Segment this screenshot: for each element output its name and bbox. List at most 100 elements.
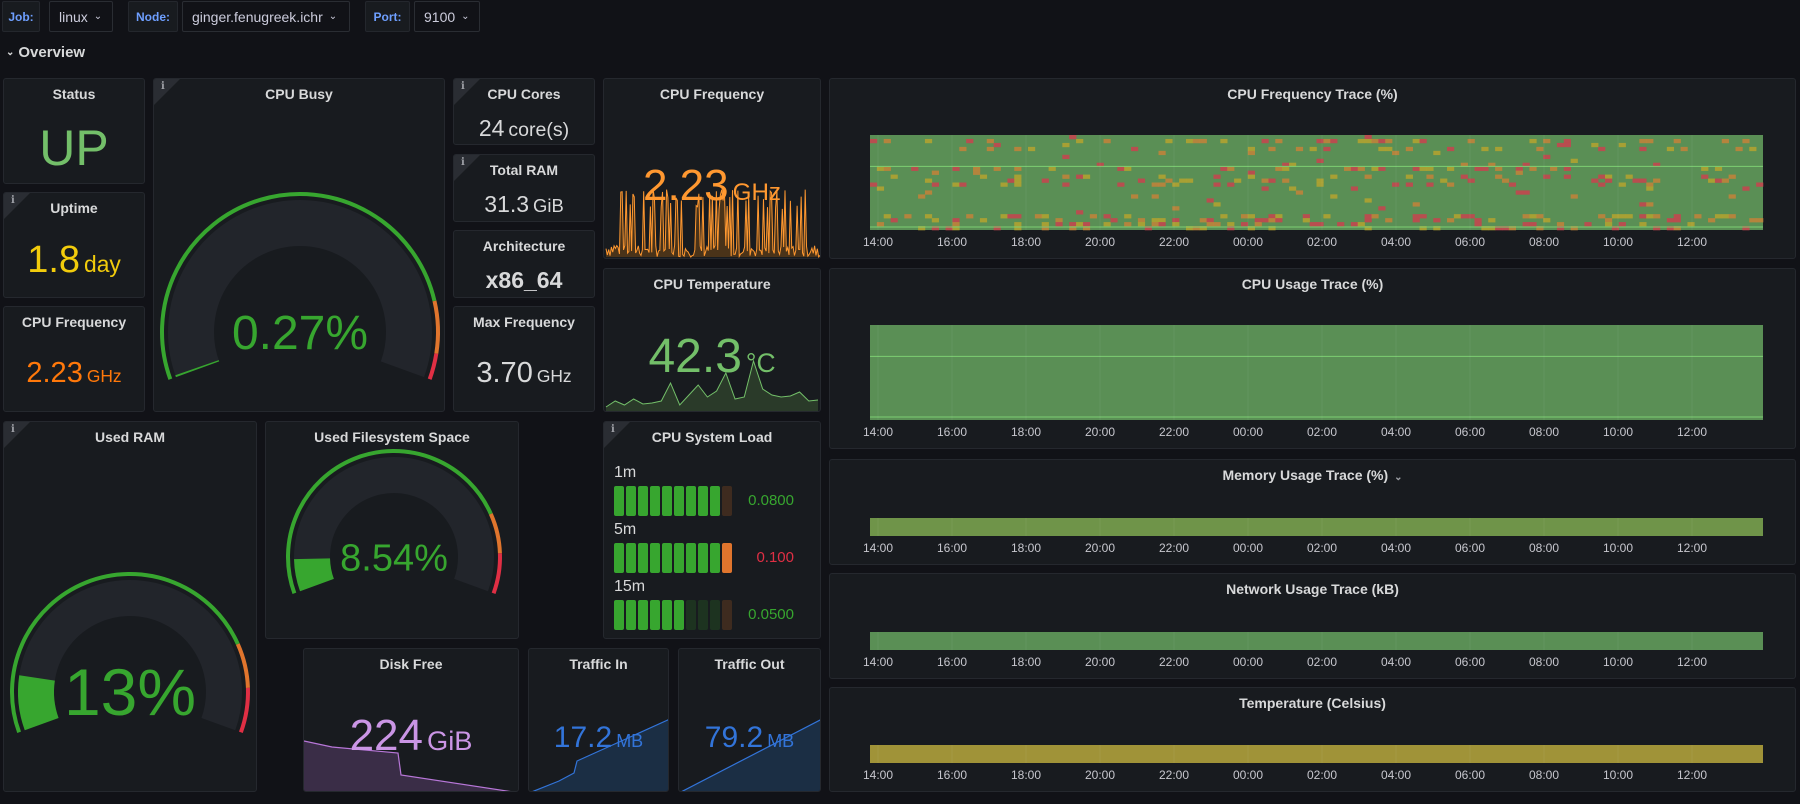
heatmap-cell <box>1227 226 1235 231</box>
info-icon[interactable]: i <box>11 195 15 206</box>
heatmap-cell <box>1639 214 1647 219</box>
load-segment <box>710 543 720 573</box>
heatmap-cell <box>890 218 898 223</box>
heatmap-cell <box>1227 166 1235 171</box>
heatmap-cell <box>1158 182 1166 187</box>
heatmap-cell <box>1007 214 1015 219</box>
heatmap-cell <box>1756 218 1764 223</box>
info-icon[interactable]: i <box>11 424 15 435</box>
info-corner <box>154 79 180 105</box>
heatmap-cell <box>1014 174 1022 179</box>
heatmap-cell <box>1405 146 1413 152</box>
heatmap-cell <box>1220 166 1228 171</box>
x-tick-label: 04:00 <box>1381 541 1411 555</box>
load-segment <box>650 543 660 573</box>
heatmap-cell <box>1151 194 1159 199</box>
heatmap-cell <box>993 226 1001 231</box>
heatmap-cell <box>1701 174 1709 179</box>
info-corner <box>454 79 480 105</box>
heatmap-cell <box>870 138 878 144</box>
threshold-orange <box>488 513 502 554</box>
heatmap-cell <box>911 166 919 171</box>
heatmap-cell <box>1598 214 1606 219</box>
heatmap-cell <box>1261 218 1269 223</box>
heatmap-cell <box>1646 138 1654 144</box>
heatmap-cell <box>1515 170 1523 175</box>
info-icon[interactable]: i <box>461 157 465 168</box>
load-segment <box>638 543 648 573</box>
load-segment <box>662 600 672 630</box>
port-value: 9100 <box>424 8 456 25</box>
x-tick-label: 14:00 <box>863 425 893 439</box>
heatmap-cell <box>1158 150 1166 156</box>
panel-title[interactable]: Memory Usage Trace (%) ⌄ <box>830 467 1795 483</box>
info-icon[interactable]: i <box>161 81 165 92</box>
load-segment <box>614 486 624 516</box>
node-select[interactable]: ginger.fenugreek.ichr ⌄ <box>182 1 350 32</box>
port-select[interactable]: 9100 ⌄ <box>414 1 480 32</box>
load-segment <box>674 600 684 630</box>
x-tick-label: 02:00 <box>1307 425 1337 439</box>
x-tick-label: 04:00 <box>1381 768 1411 782</box>
load-segment <box>722 600 732 630</box>
heatmap-cell <box>1364 198 1372 203</box>
x-tick-label: 12:00 <box>1677 235 1707 249</box>
heatmap-cell <box>1543 218 1551 223</box>
info-icon[interactable]: i <box>461 81 465 92</box>
x-tick-label: 18:00 <box>1011 235 1041 249</box>
x-tick-label: 18:00 <box>1011 768 1041 782</box>
heatmap-cell <box>1144 226 1152 231</box>
heatmap-cell <box>1082 222 1091 227</box>
x-tick-label: 20:00 <box>1085 768 1115 782</box>
heatmap-cell <box>1550 166 1558 171</box>
heatmap-cell <box>1639 178 1647 183</box>
heatmap-cell <box>1666 146 1674 152</box>
heatmap-cell <box>1261 178 1269 183</box>
job-select[interactable]: linux ⌄ <box>49 1 113 32</box>
sparkline-area <box>606 361 818 411</box>
heatmap-cell <box>1378 166 1386 171</box>
heatmap-cell <box>1302 218 1310 223</box>
heatmap-cell <box>1646 202 1654 207</box>
heatmap-cell <box>1227 182 1235 187</box>
x-tick-label: 04:00 <box>1381 425 1411 439</box>
heatmap-cell <box>1316 178 1324 183</box>
load-segment <box>710 600 720 630</box>
heatmap-cell <box>1646 186 1654 191</box>
x-tick-label: 12:00 <box>1677 425 1707 439</box>
panel-title: Used RAM <box>94 429 165 445</box>
heatmap-cell <box>1137 222 1146 227</box>
heatmap-cell <box>1316 182 1324 187</box>
heatmap-cell <box>876 222 885 227</box>
panel-title: Max Frequency <box>473 314 575 330</box>
heatmap-cell <box>1728 174 1736 179</box>
chevron-down-icon[interactable]: ⌄ <box>1394 472 1403 483</box>
info-corner <box>454 155 480 181</box>
info-icon[interactable]: i <box>611 424 615 435</box>
panel-title: CPU Busy <box>265 86 333 102</box>
heatmap-cell <box>1041 222 1049 227</box>
heatmap-cell <box>1062 142 1070 148</box>
x-tick-label: 02:00 <box>1307 235 1337 249</box>
cpu-frequency-sparkline <box>605 189 820 258</box>
heatmap-cell <box>1426 174 1434 179</box>
heatmap-cell <box>1261 138 1269 144</box>
x-tick-label: 06:00 <box>1455 425 1485 439</box>
heatmap-cell <box>1069 226 1077 231</box>
heatmap-cell <box>1460 162 1468 167</box>
disk-free-line <box>304 740 511 791</box>
x-tick-label: 08:00 <box>1529 425 1559 439</box>
heatmap-temperature: 14:00 16:00 18:00 20:00 22:00 00:00 02:00 04:00… <box>863 745 1763 782</box>
heatmap-cell <box>1460 174 1468 179</box>
heatmap-cell <box>1605 178 1613 183</box>
panel-memory-usage-trace[interactable]: Memory Usage Trace (%) ⌄ 14:00 16:00 18:00 2… <box>829 459 1796 565</box>
traffic-in-value: 17.2 MB <box>529 721 668 755</box>
panel-cpu-cores: i CPU Cores 24 core(s) <box>453 78 595 145</box>
heatmap-cell <box>1419 166 1427 171</box>
heatmap-cell <box>924 190 933 195</box>
row-overview[interactable]: ⌄ Overview <box>6 44 85 61</box>
x-tick-label: 22:00 <box>1159 541 1189 555</box>
heatmap-cell <box>1213 182 1221 187</box>
heatmap-cell <box>1275 166 1283 171</box>
x-tick-label: 12:00 <box>1677 768 1707 782</box>
